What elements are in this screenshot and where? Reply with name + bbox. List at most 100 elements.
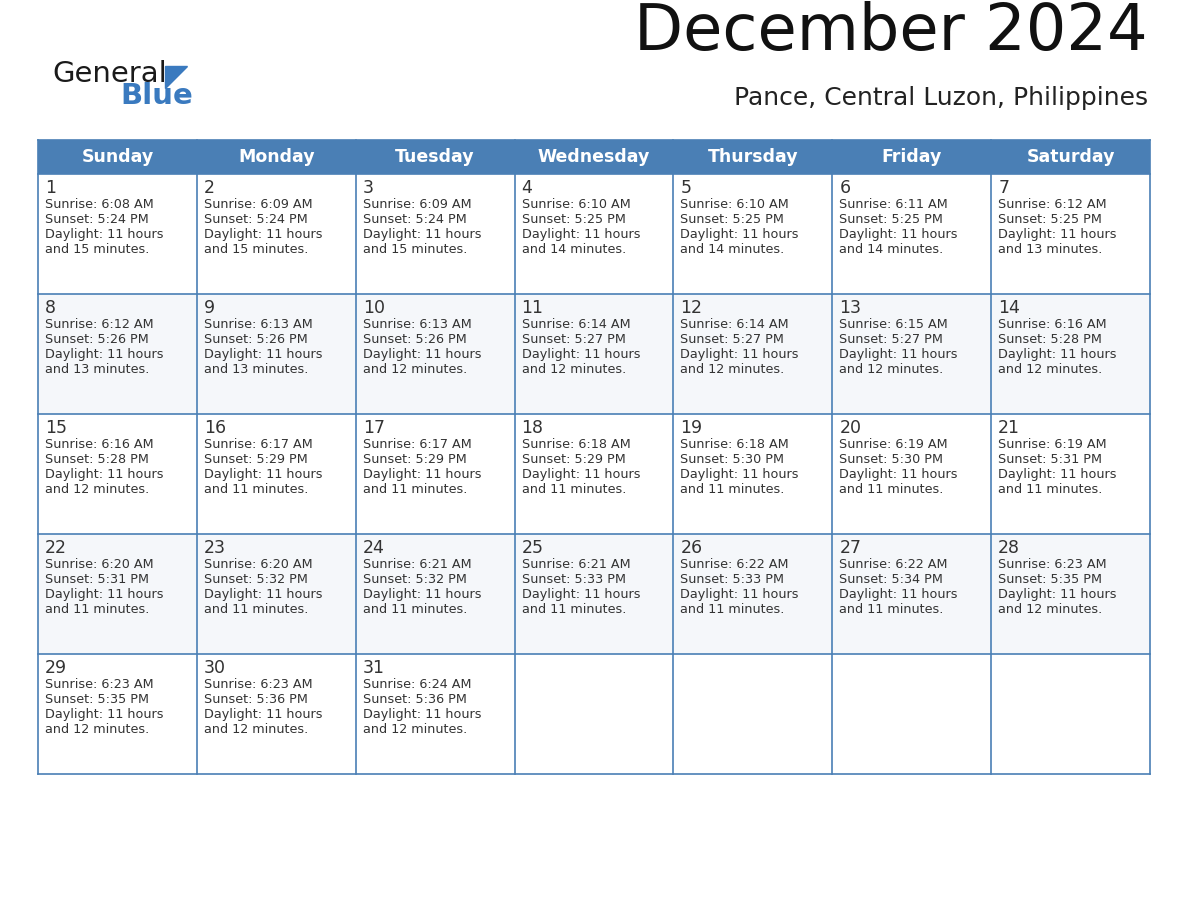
Bar <box>38 294 1150 414</box>
Text: Sunset: 5:36 PM: Sunset: 5:36 PM <box>204 693 308 706</box>
Text: Daylight: 11 hours: Daylight: 11 hours <box>998 468 1117 481</box>
Text: Sunrise: 6:21 AM: Sunrise: 6:21 AM <box>522 558 630 571</box>
Text: 24: 24 <box>362 539 385 557</box>
Text: 30: 30 <box>204 659 226 677</box>
Text: 28: 28 <box>998 539 1020 557</box>
Text: Sunrise: 6:15 AM: Sunrise: 6:15 AM <box>839 318 948 331</box>
Text: Sunrise: 6:14 AM: Sunrise: 6:14 AM <box>522 318 630 331</box>
Text: 17: 17 <box>362 419 385 437</box>
Text: and 12 minutes.: and 12 minutes. <box>45 483 150 496</box>
Text: Daylight: 11 hours: Daylight: 11 hours <box>45 468 164 481</box>
Text: Sunrise: 6:08 AM: Sunrise: 6:08 AM <box>45 198 153 211</box>
Text: Daylight: 11 hours: Daylight: 11 hours <box>522 348 640 361</box>
Text: Sunset: 5:31 PM: Sunset: 5:31 PM <box>998 453 1102 466</box>
Text: Daylight: 11 hours: Daylight: 11 hours <box>839 348 958 361</box>
Text: Sunrise: 6:12 AM: Sunrise: 6:12 AM <box>998 198 1107 211</box>
Text: Pance, Central Luzon, Philippines: Pance, Central Luzon, Philippines <box>734 86 1148 110</box>
Text: Sunset: 5:27 PM: Sunset: 5:27 PM <box>681 333 784 346</box>
Text: and 11 minutes.: and 11 minutes. <box>45 603 150 616</box>
Text: Sunset: 5:29 PM: Sunset: 5:29 PM <box>522 453 625 466</box>
Text: Sunrise: 6:18 AM: Sunrise: 6:18 AM <box>522 438 631 451</box>
Text: and 15 minutes.: and 15 minutes. <box>45 243 150 256</box>
Text: Sunset: 5:27 PM: Sunset: 5:27 PM <box>522 333 625 346</box>
Text: Daylight: 11 hours: Daylight: 11 hours <box>839 468 958 481</box>
Text: and 11 minutes.: and 11 minutes. <box>998 483 1102 496</box>
Text: Sunrise: 6:20 AM: Sunrise: 6:20 AM <box>45 558 153 571</box>
Text: Daylight: 11 hours: Daylight: 11 hours <box>522 468 640 481</box>
Bar <box>38 534 1150 654</box>
Text: and 12 minutes.: and 12 minutes. <box>998 363 1102 376</box>
Text: Sunset: 5:30 PM: Sunset: 5:30 PM <box>681 453 784 466</box>
Text: 29: 29 <box>45 659 68 677</box>
Text: Sunset: 5:35 PM: Sunset: 5:35 PM <box>45 693 148 706</box>
Text: December 2024: December 2024 <box>634 1 1148 63</box>
Text: Sunset: 5:29 PM: Sunset: 5:29 PM <box>204 453 308 466</box>
Text: 7: 7 <box>998 179 1009 197</box>
Text: 8: 8 <box>45 299 56 317</box>
Text: Sunset: 5:30 PM: Sunset: 5:30 PM <box>839 453 943 466</box>
Text: and 14 minutes.: and 14 minutes. <box>681 243 785 256</box>
Text: Sunset: 5:28 PM: Sunset: 5:28 PM <box>45 453 148 466</box>
Text: Sunrise: 6:23 AM: Sunrise: 6:23 AM <box>204 678 312 691</box>
Text: Daylight: 11 hours: Daylight: 11 hours <box>681 588 798 601</box>
Text: Sunrise: 6:14 AM: Sunrise: 6:14 AM <box>681 318 789 331</box>
Text: Sunset: 5:26 PM: Sunset: 5:26 PM <box>204 333 308 346</box>
Text: Sunset: 5:31 PM: Sunset: 5:31 PM <box>45 573 148 586</box>
Text: Daylight: 11 hours: Daylight: 11 hours <box>998 228 1117 241</box>
Text: Sunrise: 6:23 AM: Sunrise: 6:23 AM <box>998 558 1107 571</box>
Text: Daylight: 11 hours: Daylight: 11 hours <box>204 708 322 721</box>
Text: Sunset: 5:25 PM: Sunset: 5:25 PM <box>998 213 1102 226</box>
Text: Sunrise: 6:12 AM: Sunrise: 6:12 AM <box>45 318 153 331</box>
Text: Sunset: 5:33 PM: Sunset: 5:33 PM <box>681 573 784 586</box>
Text: and 13 minutes.: and 13 minutes. <box>998 243 1102 256</box>
Text: 27: 27 <box>839 539 861 557</box>
Text: and 11 minutes.: and 11 minutes. <box>681 483 785 496</box>
Text: Sunrise: 6:13 AM: Sunrise: 6:13 AM <box>362 318 472 331</box>
Text: and 15 minutes.: and 15 minutes. <box>362 243 467 256</box>
Bar <box>38 140 1150 174</box>
Text: 22: 22 <box>45 539 67 557</box>
Text: General: General <box>52 60 166 88</box>
Text: Daylight: 11 hours: Daylight: 11 hours <box>45 708 164 721</box>
Text: Sunrise: 6:22 AM: Sunrise: 6:22 AM <box>681 558 789 571</box>
Text: Sunrise: 6:11 AM: Sunrise: 6:11 AM <box>839 198 948 211</box>
Bar <box>38 174 1150 294</box>
Text: and 15 minutes.: and 15 minutes. <box>204 243 308 256</box>
Text: Daylight: 11 hours: Daylight: 11 hours <box>362 588 481 601</box>
Text: and 13 minutes.: and 13 minutes. <box>45 363 150 376</box>
Text: and 14 minutes.: and 14 minutes. <box>839 243 943 256</box>
Text: and 12 minutes.: and 12 minutes. <box>839 363 943 376</box>
Text: 3: 3 <box>362 179 374 197</box>
Text: and 14 minutes.: and 14 minutes. <box>522 243 626 256</box>
Text: Sunset: 5:27 PM: Sunset: 5:27 PM <box>839 333 943 346</box>
Text: 2: 2 <box>204 179 215 197</box>
Text: Daylight: 11 hours: Daylight: 11 hours <box>204 468 322 481</box>
Text: and 12 minutes.: and 12 minutes. <box>681 363 785 376</box>
Text: Sunrise: 6:19 AM: Sunrise: 6:19 AM <box>839 438 948 451</box>
Text: and 11 minutes.: and 11 minutes. <box>362 483 467 496</box>
Text: 26: 26 <box>681 539 702 557</box>
Text: Sunrise: 6:09 AM: Sunrise: 6:09 AM <box>362 198 472 211</box>
Text: 25: 25 <box>522 539 544 557</box>
Text: Sunrise: 6:24 AM: Sunrise: 6:24 AM <box>362 678 472 691</box>
Text: Sunrise: 6:13 AM: Sunrise: 6:13 AM <box>204 318 312 331</box>
Text: Sunset: 5:32 PM: Sunset: 5:32 PM <box>204 573 308 586</box>
Text: Daylight: 11 hours: Daylight: 11 hours <box>204 228 322 241</box>
Text: Daylight: 11 hours: Daylight: 11 hours <box>998 348 1117 361</box>
Text: 13: 13 <box>839 299 861 317</box>
Text: 23: 23 <box>204 539 226 557</box>
Text: and 11 minutes.: and 11 minutes. <box>362 603 467 616</box>
Text: Saturday: Saturday <box>1026 148 1114 166</box>
Text: 20: 20 <box>839 419 861 437</box>
Text: Sunset: 5:24 PM: Sunset: 5:24 PM <box>204 213 308 226</box>
Text: Sunrise: 6:17 AM: Sunrise: 6:17 AM <box>362 438 472 451</box>
Text: Thursday: Thursday <box>708 148 798 166</box>
Text: Daylight: 11 hours: Daylight: 11 hours <box>681 228 798 241</box>
Text: Sunset: 5:35 PM: Sunset: 5:35 PM <box>998 573 1102 586</box>
Text: and 11 minutes.: and 11 minutes. <box>839 483 943 496</box>
Bar <box>38 654 1150 774</box>
Text: Daylight: 11 hours: Daylight: 11 hours <box>522 228 640 241</box>
Text: and 12 minutes.: and 12 minutes. <box>45 723 150 736</box>
Text: Sunset: 5:24 PM: Sunset: 5:24 PM <box>362 213 467 226</box>
Text: Sunrise: 6:10 AM: Sunrise: 6:10 AM <box>681 198 789 211</box>
